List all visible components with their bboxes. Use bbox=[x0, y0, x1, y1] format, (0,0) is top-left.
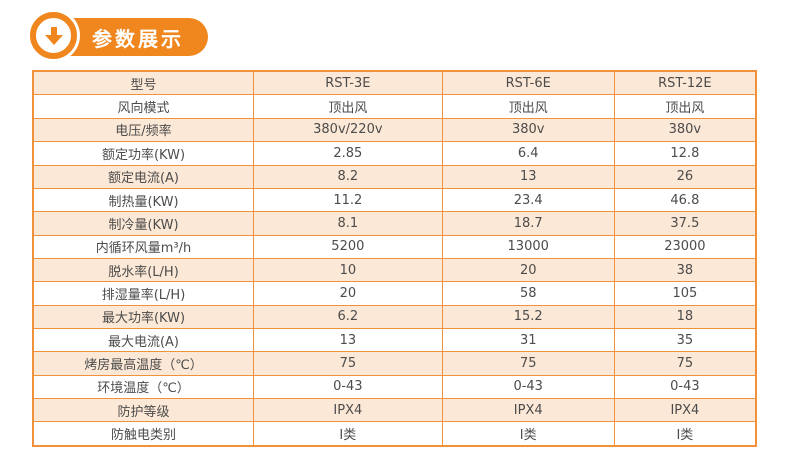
spec-value-cell: 顶出风 bbox=[253, 94, 443, 119]
spec-value-cell: 8.2 bbox=[253, 164, 443, 189]
spec-value-cell: 0-43 bbox=[253, 374, 443, 400]
spec-value-cell: 23.4 bbox=[441, 187, 615, 213]
spec-value-cell: 35 bbox=[613, 328, 757, 353]
table-row: 额定电流(A) 8.2 13 26 bbox=[32, 164, 757, 189]
table-row: 最大电流(A) 13 31 35 bbox=[32, 328, 757, 353]
spec-value-cell: I类 bbox=[441, 421, 615, 447]
spec-value-cell: I类 bbox=[253, 421, 443, 447]
spec-value-cell: 6.4 bbox=[441, 141, 615, 166]
spec-value-cell: 20 bbox=[441, 257, 615, 283]
spec-value-cell: 75 bbox=[441, 351, 615, 376]
spec-value-cell: 0-43 bbox=[613, 374, 757, 400]
badge-label: 参数展示 bbox=[92, 26, 184, 51]
spec-value-cell: RST-6E bbox=[441, 70, 615, 96]
table-row: 烤房最高温度（℃） 75 75 75 bbox=[32, 351, 757, 376]
spec-table-body: 型号 RST-3E RST-6E RST-12E 风向模式 顶出风 顶出风 顶出… bbox=[32, 70, 757, 447]
spec-table: 型号 RST-3E RST-6E RST-12E 风向模式 顶出风 顶出风 顶出… bbox=[32, 70, 757, 447]
spec-value-cell: 20 bbox=[253, 281, 443, 306]
spec-value-cell: 13000 bbox=[441, 234, 615, 259]
table-row: 风向模式 顶出风 顶出风 顶出风 bbox=[32, 94, 757, 119]
spec-value-cell: 38 bbox=[613, 257, 757, 283]
spec-value-cell: 13 bbox=[441, 164, 615, 189]
spec-value-cell: 23000 bbox=[613, 234, 757, 259]
table-row: 型号 RST-3E RST-6E RST-12E bbox=[32, 70, 757, 96]
spec-label-cell: 防触电类别 bbox=[32, 421, 254, 447]
spec-label-cell: 内循环风量m³/h bbox=[32, 234, 254, 259]
table-row: 排湿量率(L/H) 20 58 105 bbox=[32, 281, 757, 306]
spec-value-cell: 58 bbox=[441, 281, 615, 306]
spec-value-cell: 0-43 bbox=[441, 374, 615, 400]
spec-label-cell: 排湿量率(L/H) bbox=[32, 281, 254, 306]
spec-value-cell: RST-3E bbox=[253, 70, 443, 96]
spec-value-cell: 11.2 bbox=[253, 187, 443, 213]
spec-value-cell: 18.7 bbox=[441, 211, 615, 236]
spec-value-cell: 75 bbox=[253, 351, 443, 376]
spec-label-cell: 型号 bbox=[32, 70, 254, 96]
table-row: 脱水率(L/H) 10 20 38 bbox=[32, 257, 757, 283]
spec-label-cell: 脱水率(L/H) bbox=[32, 257, 254, 283]
spec-label-cell: 防护等级 bbox=[32, 398, 254, 423]
table-row: 额定功率(KW) 2.85 6.4 12.8 bbox=[32, 141, 757, 166]
spec-value-cell: 10 bbox=[253, 257, 443, 283]
spec-value-cell: IPX4 bbox=[441, 398, 615, 423]
spec-label-cell: 最大电流(A) bbox=[32, 328, 254, 353]
spec-value-cell: 12.8 bbox=[613, 141, 757, 166]
spec-value-cell: I类 bbox=[613, 421, 757, 447]
spec-value-cell: 顶出风 bbox=[613, 94, 757, 119]
spec-value-cell: 15.2 bbox=[441, 304, 615, 330]
spec-label-cell: 最大功率(KW) bbox=[32, 304, 254, 330]
spec-value-cell: 6.2 bbox=[253, 304, 443, 330]
spec-value-cell: 380v bbox=[441, 117, 615, 143]
spec-value-cell: 8.1 bbox=[253, 211, 443, 236]
spec-value-cell: IPX4 bbox=[613, 398, 757, 423]
spec-label-cell: 环境温度（℃） bbox=[32, 374, 254, 400]
spec-value-cell: 2.85 bbox=[253, 141, 443, 166]
spec-value-cell: 380v bbox=[613, 117, 757, 143]
down-arrow-icon bbox=[30, 12, 77, 59]
spec-value-cell: 顶出风 bbox=[441, 94, 615, 119]
spec-label-cell: 额定电流(A) bbox=[32, 164, 254, 189]
spec-value-cell: 75 bbox=[613, 351, 757, 376]
spec-label-cell: 制热量(KW) bbox=[32, 187, 254, 213]
spec-label-cell: 电压/频率 bbox=[32, 117, 254, 143]
spec-value-cell: 18 bbox=[613, 304, 757, 330]
table-row: 环境温度（℃） 0-43 0-43 0-43 bbox=[32, 374, 757, 400]
spec-value-cell: 26 bbox=[613, 164, 757, 189]
table-row: 电压/频率 380v/220v 380v 380v bbox=[32, 117, 757, 143]
spec-value-cell: 13 bbox=[253, 328, 443, 353]
table-row: 防护等级 IPX4 IPX4 IPX4 bbox=[32, 398, 757, 423]
spec-value-cell: 31 bbox=[441, 328, 615, 353]
table-row: 制冷量(KW) 8.1 18.7 37.5 bbox=[32, 211, 757, 236]
table-row: 防触电类别 I类 I类 I类 bbox=[32, 421, 757, 447]
spec-value-cell: 380v/220v bbox=[253, 117, 443, 143]
spec-label-cell: 烤房最高温度（℃） bbox=[32, 351, 254, 376]
spec-value-cell: 5200 bbox=[253, 234, 443, 259]
spec-value-cell: RST-12E bbox=[613, 70, 757, 96]
spec-label-cell: 风向模式 bbox=[32, 94, 254, 119]
spec-value-cell: 37.5 bbox=[613, 211, 757, 236]
spec-value-cell: IPX4 bbox=[253, 398, 443, 423]
spec-value-cell: 46.8 bbox=[613, 187, 757, 213]
table-row: 制热量(KW) 11.2 23.4 46.8 bbox=[32, 187, 757, 213]
spec-label-cell: 额定功率(KW) bbox=[32, 141, 254, 166]
table-row: 最大功率(KW) 6.2 15.2 18 bbox=[32, 304, 757, 330]
table-row: 内循环风量m³/h 5200 13000 23000 bbox=[32, 234, 757, 259]
spec-value-cell: 105 bbox=[613, 281, 757, 306]
spec-label-cell: 制冷量(KW) bbox=[32, 211, 254, 236]
